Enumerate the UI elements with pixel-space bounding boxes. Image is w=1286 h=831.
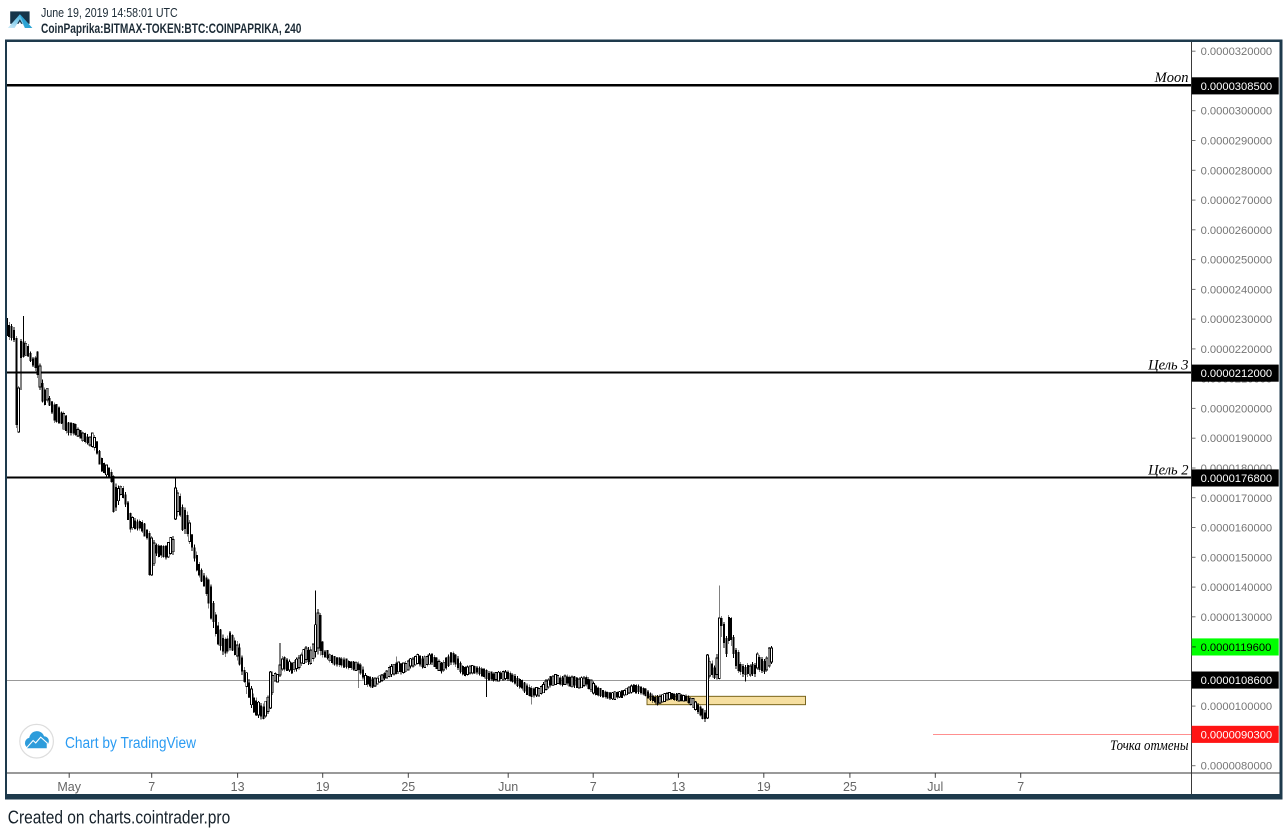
svg-text:0.0000320000: 0.0000320000 (1201, 46, 1273, 58)
svg-text:0.0000280000: 0.0000280000 (1201, 165, 1273, 177)
svg-text:0.0000090300: 0.0000090300 (1201, 729, 1273, 741)
svg-text:0.0000270000: 0.0000270000 (1201, 195, 1273, 207)
svg-text:0.0000119600: 0.0000119600 (1201, 642, 1272, 654)
svg-text:0.0000130000: 0.0000130000 (1201, 612, 1273, 624)
svg-text:May: May (57, 780, 81, 794)
svg-text:13: 13 (671, 780, 685, 794)
svg-text:0.0000300000: 0.0000300000 (1201, 106, 1273, 118)
svg-text:Цель 3: Цель 3 (1147, 358, 1188, 374)
svg-text:0.0000220000: 0.0000220000 (1201, 344, 1273, 356)
svg-text:0.0000108600: 0.0000108600 (1201, 675, 1273, 687)
svg-text:Цель 2: Цель 2 (1147, 462, 1188, 478)
svg-text:0.0000200000: 0.0000200000 (1201, 403, 1273, 415)
svg-text:0.0000230000: 0.0000230000 (1201, 314, 1273, 326)
svg-text:Created on charts.cointrader.p: Created on charts.cointrader.pro (8, 807, 230, 828)
svg-text:Jun: Jun (498, 780, 518, 794)
svg-text:0.0000308500: 0.0000308500 (1201, 81, 1273, 93)
svg-text:0.0000250000: 0.0000250000 (1201, 255, 1273, 267)
svg-text:19: 19 (757, 780, 771, 794)
svg-text:0.0000170000: 0.0000170000 (1201, 493, 1273, 505)
svg-text:Точка отмены: Точка отмены (1110, 738, 1189, 754)
svg-text:0.0000140000: 0.0000140000 (1201, 582, 1273, 594)
svg-text:19: 19 (316, 780, 330, 794)
svg-text:Jul: Jul (927, 780, 943, 794)
svg-text:0.0000212000: 0.0000212000 (1201, 368, 1273, 380)
svg-text:25: 25 (843, 780, 857, 794)
svg-text:0.0000080000: 0.0000080000 (1201, 761, 1273, 773)
svg-text:0.0000160000: 0.0000160000 (1201, 523, 1273, 535)
svg-text:25: 25 (401, 780, 415, 794)
svg-text:0.0000150000: 0.0000150000 (1201, 552, 1273, 564)
svg-text:7: 7 (1017, 780, 1024, 794)
svg-text:0.0000190000: 0.0000190000 (1201, 433, 1273, 445)
svg-text:Chart by TradingView: Chart by TradingView (65, 735, 197, 752)
svg-text:0.0000240000: 0.0000240000 (1201, 284, 1273, 296)
svg-text:0.0000176800: 0.0000176800 (1201, 473, 1273, 485)
svg-text:0.0000100000: 0.0000100000 (1201, 701, 1273, 713)
svg-text:Moon: Moon (1154, 70, 1189, 86)
svg-text:CoinPaprika:BITMAX-TOKEN:BTC:C: CoinPaprika:BITMAX-TOKEN:BTC:COINPAPRIKA… (41, 21, 301, 36)
svg-text:0.0000260000: 0.0000260000 (1201, 225, 1273, 237)
svg-text:0.0000290000: 0.0000290000 (1201, 136, 1273, 148)
svg-text:June 19, 2019 14:58:01 UTC: June 19, 2019 14:58:01 UTC (41, 6, 178, 20)
svg-text:7: 7 (148, 780, 155, 794)
svg-text:13: 13 (231, 780, 245, 794)
svg-text:7: 7 (590, 780, 597, 794)
